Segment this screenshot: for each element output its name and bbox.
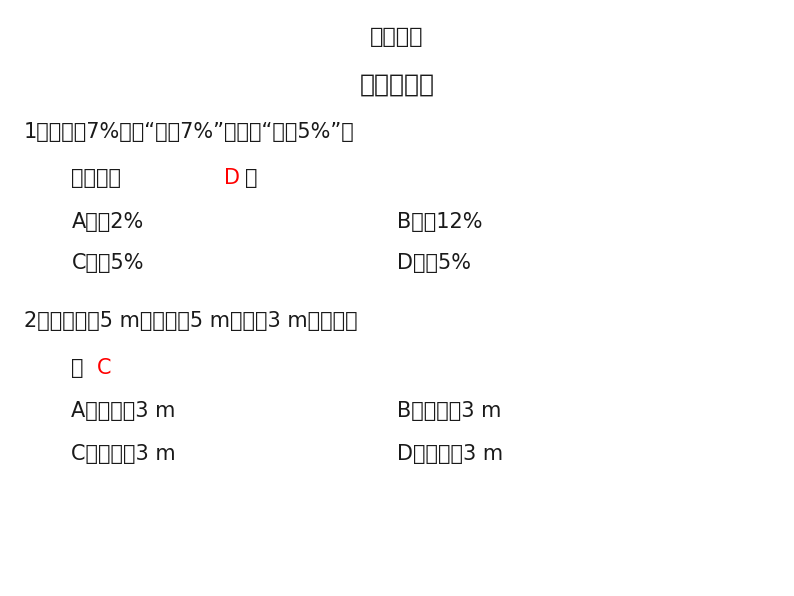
Text: D．－5%: D．－5% xyxy=(397,253,471,274)
Text: A．向东劅3 m: A．向东劅3 m xyxy=(71,401,175,421)
Text: ）: ） xyxy=(71,358,84,378)
Text: 1．如果＋7%表示“增加7%”，那么“减入5%”可: 1．如果＋7%表示“增加7%”，那么“减入5%”可 xyxy=(24,122,355,142)
Text: 课堂导学: 课堂导学 xyxy=(370,27,424,47)
Text: D．向北劅3 m: D．向北劅3 m xyxy=(397,444,503,464)
Text: C．向西劅3 m: C．向西劅3 m xyxy=(71,444,176,464)
Text: ）: ） xyxy=(245,168,257,188)
Text: 以记作（: 以记作（ xyxy=(71,168,121,188)
Text: B．－12%: B．－12% xyxy=(397,212,483,232)
Text: A．＋2%: A．＋2% xyxy=(71,212,144,232)
Text: D: D xyxy=(224,168,240,188)
Text: 对点训练一: 对点训练一 xyxy=(360,73,434,97)
Text: B．向南劅3 m: B．向南劅3 m xyxy=(397,401,501,421)
Text: C: C xyxy=(97,358,111,378)
Text: C．＋5%: C．＋5% xyxy=(71,253,144,274)
Text: 2．若向东劅5 m，记为＋5 m，则－3 m表示为（: 2．若向东劅5 m，记为＋5 m，则－3 m表示为（ xyxy=(24,311,357,331)
